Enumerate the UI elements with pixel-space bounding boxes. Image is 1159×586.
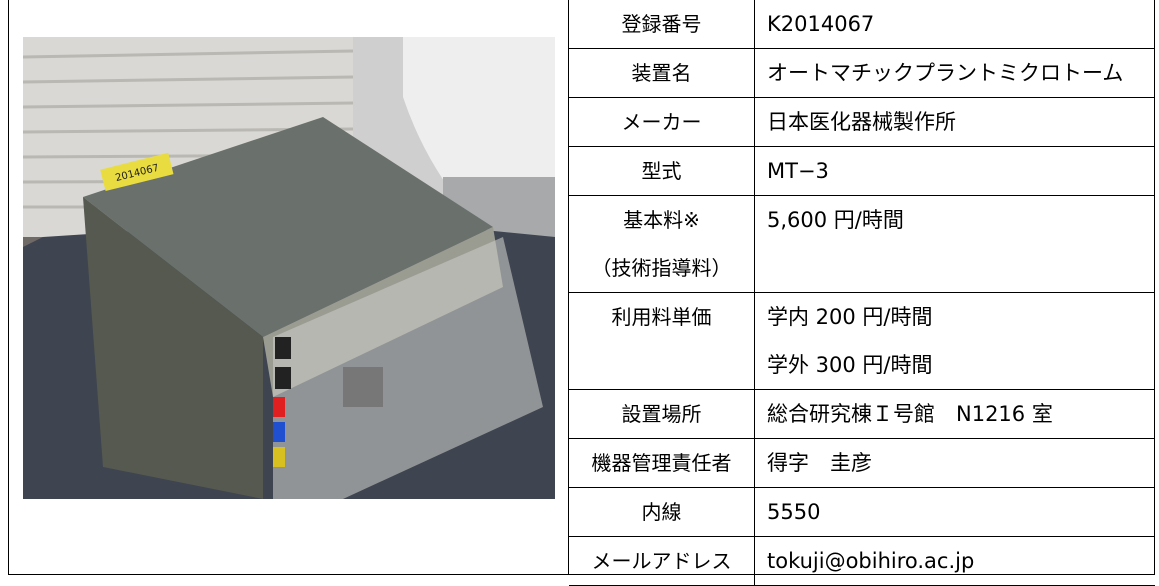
value-text: 日本医化器械製作所 (767, 110, 956, 134)
table-row: 利用料単価 学内 200 円/時間 学外 300 円/時間 (569, 292, 1155, 390)
photo-cell: 2014067 (9, 0, 569, 575)
row-label: メーカー (569, 97, 755, 147)
label-text: メールアドレス (591, 549, 732, 573)
row-value: 5550 (754, 487, 1155, 537)
label-text: 機器管理責任者 (591, 451, 732, 475)
table-row: 型式 MT−3 (569, 146, 1155, 196)
label-text: 利用料単価 (611, 305, 712, 329)
row-value: MT−3 (754, 146, 1155, 196)
label-text: 設置場所 (621, 402, 702, 426)
label-text: メーカー (621, 110, 702, 134)
row-label: 機器管理責任者 (569, 438, 755, 488)
row-label: 登録番号 (569, 0, 755, 49)
row-label: 基本料※ （技術指導料） (569, 195, 755, 293)
table-row: 登録番号 K2014067 (569, 0, 1155, 49)
row-label: 利用料単価 (569, 292, 755, 390)
row-label: メールアドレス (569, 536, 755, 586)
table-row: メーカー 日本医化器械製作所 (569, 97, 1155, 147)
info-table: 登録番号 K2014067 装置名 オートマチックプラントミクロトームメーカー 日本医化… (569, 0, 1155, 586)
value-text: 学内 200 円/時間 (767, 305, 933, 329)
value-text: 5,600 円/時間 (767, 208, 904, 232)
row-value: 学内 200 円/時間 学外 300 円/時間 (754, 292, 1155, 390)
table-row: 内線 5550 (569, 487, 1155, 537)
row-value: 総合研究棟Ｉ号館 N1216 室 (754, 389, 1155, 439)
label-text: 内線 (641, 500, 682, 524)
row-value: オートマチックプラントミクロトーム (754, 48, 1155, 98)
value-text: オートマチックプラントミクロトーム (767, 61, 1124, 85)
label-text: 装置名 (631, 61, 692, 85)
photo: 2014067 (23, 37, 555, 499)
label-text: 型式 (641, 159, 682, 183)
label-text: 基本料※ (623, 208, 700, 232)
value-text: 5550 (767, 500, 821, 524)
table-row: 装置名 オートマチックプラントミクロトーム (569, 48, 1155, 98)
value-text: 学外 300 円/時間 (767, 353, 933, 377)
value-text: 得字 圭彦 (767, 451, 872, 475)
row-label: 設置場所 (569, 389, 755, 439)
value-text: MT−3 (767, 159, 829, 183)
row-value: tokuji@obihiro.ac.jp (754, 536, 1155, 586)
table-row: メールアドレス tokuji@obihiro.ac.jp (569, 536, 1155, 586)
row-value: 5,600 円/時間 (754, 195, 1155, 293)
table-row: 設置場所 総合研究棟Ｉ号館 N1216 室 (569, 389, 1155, 439)
table-row: 基本料※ （技術指導料） 5,600 円/時間 (569, 195, 1155, 293)
value-text: tokuji@obihiro.ac.jp (767, 549, 975, 573)
row-value: 得字 圭彦 (754, 438, 1155, 488)
value-text: 総合研究棟Ｉ号館 N1216 室 (767, 402, 1053, 426)
row-label: 内線 (569, 487, 755, 537)
frame: 2014067 登録番号 K2014067 装置名 オートマチックプラントミクロトーム… (8, 0, 1155, 586)
row-label: 型式 (569, 146, 755, 196)
label-text: 登録番号 (621, 12, 702, 36)
label-text: （技術指導料） (591, 256, 732, 280)
row-value: 日本医化器械製作所 (754, 97, 1155, 147)
row-value: K2014067 (754, 0, 1155, 49)
value-text: K2014067 (767, 12, 875, 36)
row-label: 装置名 (569, 48, 755, 98)
table-row: 機器管理責任者 得字 圭彦 (569, 438, 1155, 488)
